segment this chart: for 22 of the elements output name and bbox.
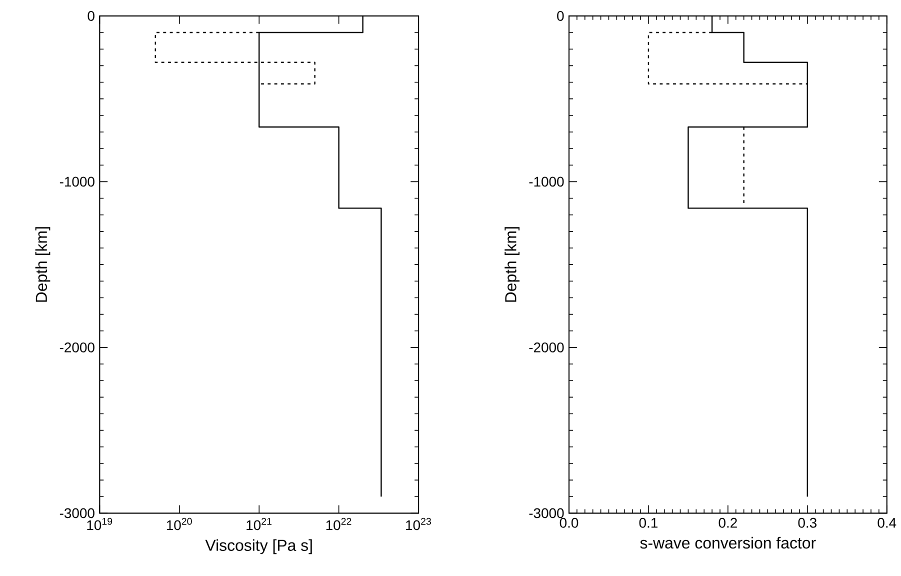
y-tick-label: -3000 (60, 508, 94, 518)
x-tick-label: 0.0 (560, 518, 578, 528)
x-tick-label: 10$^{20}$ (166, 518, 192, 530)
x-tick-label: 10$^{19}$ (87, 518, 112, 530)
x-tick-label: 0.1 (639, 518, 658, 528)
y-tick-label: 0 (557, 11, 564, 21)
y-axis-title: Depth [km] (504, 227, 520, 302)
x-tick-label: 0.4 (878, 518, 896, 528)
x-tick-label: 10$^{21}$ (246, 518, 272, 530)
y-tick-label: -2000 (529, 342, 564, 352)
x-tick-label: 0.3 (798, 518, 816, 528)
y-tick-label: -3000 (529, 508, 564, 518)
y-tick-label: -2000 (60, 342, 94, 352)
y-tick-label: -1000 (529, 176, 564, 187)
x-tick-label: 10$^{23}$ (406, 518, 431, 530)
y-tick-label: 0 (88, 11, 94, 21)
x-tick-label: 0.2 (718, 518, 737, 528)
y-axis-title: Depth [km] (35, 227, 50, 302)
x-axis-title: Viscosity [Pa s] (205, 539, 312, 554)
x-axis-title: s-wave conversion factor (640, 536, 816, 549)
x-tick-label: 10$^{22}$ (326, 518, 352, 530)
y-tick-label: -1000 (60, 176, 94, 187)
